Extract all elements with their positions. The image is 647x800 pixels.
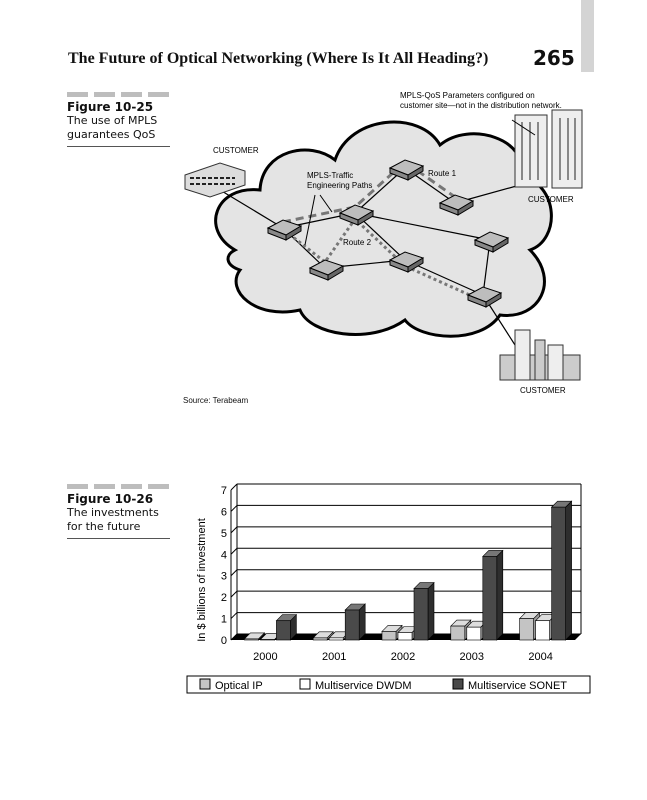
customer-bottom-label: CUSTOMER — [520, 386, 566, 395]
router-icon — [388, 251, 425, 273]
router-icon — [473, 231, 510, 253]
router-icon — [266, 219, 303, 241]
mpls-network-diagram: MPLS-QoS Parameters configured on custom… — [184, 91, 583, 395]
qos-note-line2: customer site—not in the distribution ne… — [400, 101, 562, 110]
customer-right-label: CUSTOMER — [528, 195, 574, 204]
legend-label: Optical IP — [215, 680, 263, 692]
building-left-icon — [184, 162, 246, 198]
figure-25-number: Figure 10-25 — [67, 100, 154, 114]
bar-multiservice-sonet-2001 — [344, 603, 366, 641]
te-paths-label-line2: Engineering Paths — [307, 181, 372, 190]
y-axis-label: In $ billions of investment — [196, 518, 208, 642]
figure-25-caption: The use of MPLS guarantees QoS — [67, 114, 170, 147]
bar-multiservice-sonet-2000 — [275, 613, 298, 641]
bar-multiservice-sonet-2004 — [550, 500, 573, 641]
gridline — [230, 569, 238, 577]
building-right-icon — [514, 109, 583, 189]
chapter-tab-bar — [581, 0, 594, 72]
route-2-label: Route 2 — [343, 238, 372, 247]
legend-swatch — [299, 678, 311, 690]
legend-label: Multiservice DWDM — [315, 680, 412, 692]
y-tick-label: 1 — [221, 614, 227, 626]
decorative-dashes — [67, 92, 170, 97]
x-tick-label: 2000 — [253, 651, 277, 663]
bar-multiservice-sonet-2002 — [413, 581, 435, 641]
te-paths-label-line1: MPLS-Traffic — [307, 171, 353, 180]
bar-optical-ip-2001 — [312, 631, 334, 641]
decorative-dashes — [67, 484, 170, 489]
x-tick-label: 2004 — [528, 651, 552, 663]
legend-swatch — [199, 678, 211, 690]
y-tick-label: 3 — [221, 571, 227, 583]
figure-source: Source: Terabeam — [183, 396, 249, 405]
figure-25-sidebar: Figure 10-25 The use of MPLS guarantees … — [67, 92, 170, 147]
network-cloud — [214, 120, 553, 338]
gridline — [230, 526, 238, 534]
figure-26-sidebar: Figure 10-26 The investments for the fut… — [67, 484, 170, 539]
router-icon — [438, 194, 475, 216]
gridline — [230, 612, 238, 619]
legend-label: Multiservice SONET — [468, 680, 567, 692]
legend-swatch — [452, 678, 464, 690]
chart-legend: Optical IP Multiservice DWDM Multiservice … — [186, 675, 591, 694]
x-tick-label: 2001 — [322, 651, 346, 663]
bar-optical-ip-2000 — [243, 632, 266, 641]
router-icon — [466, 286, 503, 308]
gridline — [230, 483, 238, 491]
qos-note-line1: MPLS-QoS Parameters configured on — [400, 91, 535, 100]
router-icon — [338, 204, 375, 226]
te-arrow — [304, 194, 316, 246]
route-1-label: Route 1 — [428, 169, 457, 178]
y-tick-label: 5 — [221, 528, 227, 540]
bar-optical-ip-2002 — [381, 624, 403, 641]
gridline — [230, 547, 238, 555]
investment-bar-chart: 0 1 2 3 4 5 6 7 In $ billions of investment 2000 2… — [186, 483, 591, 694]
gridline — [230, 505, 238, 512]
y-tick-label: 4 — [221, 549, 227, 561]
city-buildings-icon — [499, 329, 581, 381]
gridline — [230, 590, 238, 598]
figure-26-caption: The investments for the future — [67, 506, 170, 539]
page-number: 265 — [533, 46, 575, 70]
figure-26-number: Figure 10-26 — [67, 492, 154, 506]
y-tick-label: 6 — [221, 506, 227, 518]
customer-left-label: CUSTOMER — [213, 146, 259, 155]
y-tick-label: 2 — [221, 592, 227, 604]
router-icon — [388, 159, 425, 181]
bar-multiservice-sonet-2003 — [482, 549, 504, 641]
y-tick-label: 0 — [221, 635, 227, 647]
x-tick-label: 2003 — [460, 651, 484, 663]
y-tick-label: 7 — [221, 485, 227, 497]
routers — [266, 159, 510, 308]
note-arrow — [511, 119, 536, 136]
running-title: The Future of Optical Networking (Where … — [68, 50, 489, 67]
x-tick-label: 2002 — [391, 651, 415, 663]
router-icon — [308, 259, 345, 281]
